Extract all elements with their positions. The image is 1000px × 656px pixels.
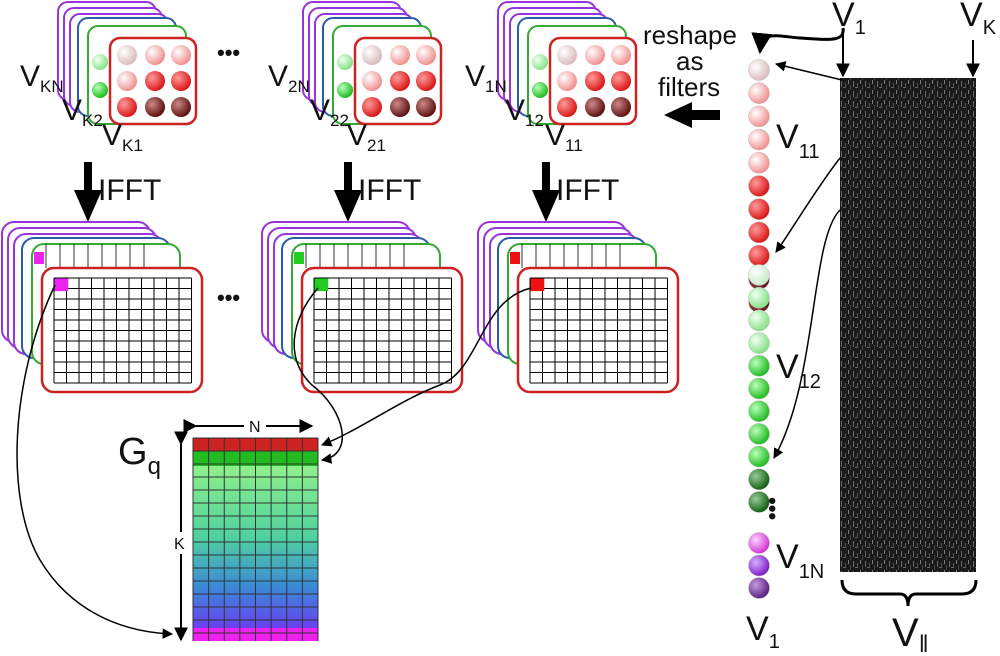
v-parallel-brace: V‖ [840, 579, 978, 656]
svg-text:V22: V22 [310, 94, 349, 130]
svg-text:V11: V11 [776, 118, 819, 163]
stack-2-labels: V2N V22 V21 [268, 60, 386, 155]
grid-stack-2 [261, 221, 464, 394]
v-top-labels: V1 VK [832, 0, 997, 39]
ifft-arrow-2: IFFT [334, 162, 421, 222]
svg-text:N: N [249, 419, 261, 436]
stack-1-labels: V1N V12 V11 [465, 60, 583, 155]
stack-k-labels: VKN VK2 VK1 [20, 60, 143, 155]
svg-text:reshape: reshape [643, 20, 737, 50]
ifft-arrow-1: IFFT [532, 162, 619, 222]
reshape-text: reshape as filters [643, 20, 737, 102]
ifft-arrow-k: IFFT [74, 162, 161, 222]
svg-text:VKN: VKN [20, 60, 64, 96]
svg-text:V12: V12 [776, 348, 821, 393]
svg-text:V12: V12 [505, 94, 544, 130]
svg-text:VK2: VK2 [62, 94, 103, 130]
svg-text:V1: V1 [746, 610, 780, 653]
filter-stack-k [57, 1, 198, 126]
k-dimension: K [170, 431, 192, 642]
svg-text:VK: VK [960, 0, 997, 39]
sphere-column [748, 59, 770, 599]
gq-matrix [192, 437, 319, 641]
gq-label: Gq [118, 431, 161, 480]
grid-stack-k [1, 221, 204, 394]
sphere-column-labels: V11 V12 V1N V1 [746, 118, 824, 653]
svg-text:V21: V21 [347, 119, 386, 155]
svg-text:VK1: VK1 [102, 119, 143, 155]
marker-connection-curves [16, 284, 532, 639]
ellipsis-top: ••• [217, 40, 240, 65]
matrix-pointer-arrows [773, 61, 843, 459]
svg-text:as: as [676, 46, 703, 76]
svg-text:V1N: V1N [776, 538, 824, 583]
sphere-ellipsis: ••• [760, 497, 785, 520]
svg-text:V11: V11 [545, 119, 583, 155]
svg-text:IFFT: IFFT [556, 174, 619, 207]
filter-stack-1 [497, 1, 638, 126]
svg-text:filters: filters [658, 72, 720, 102]
ellipsis-mid: ••• [217, 285, 240, 310]
grid-stack-1 [477, 221, 680, 394]
n-dimension: N [183, 416, 314, 436]
svg-text:V1N: V1N [465, 60, 507, 96]
reshape-arrow [664, 102, 720, 128]
v-parallel-matrix [840, 78, 976, 572]
reshape-curve-arrow [751, 27, 845, 55]
svg-text:IFFT: IFFT [358, 174, 421, 207]
filter-stack-2 [302, 1, 443, 126]
svg-text:V‖: V‖ [892, 611, 929, 656]
svg-text:K: K [174, 536, 185, 553]
svg-text:V1: V1 [832, 0, 866, 39]
svg-text:V2N: V2N [268, 60, 310, 96]
svg-text:IFFT: IFFT [98, 174, 161, 207]
